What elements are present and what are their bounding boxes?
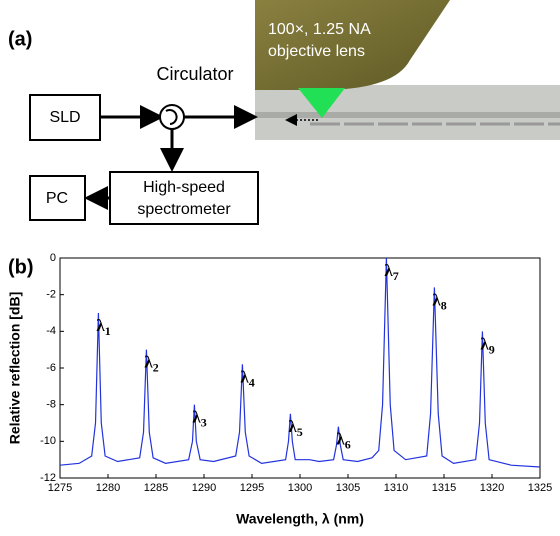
x-tick-label: 1275 (48, 482, 72, 494)
peak-label: λ5 (288, 417, 302, 439)
y-tick-label: 0 (50, 252, 56, 264)
photo: 100×, 1.25 NA objective lens (255, 0, 560, 150)
x-tick-label: 1285 (144, 482, 168, 494)
node-label: Circulator (156, 64, 233, 84)
x-tick-label: 1300 (288, 482, 312, 494)
circulator (159, 104, 185, 130)
x-tick-label: 1290 (192, 482, 216, 494)
x-axis-title: Wavelength, λ (nm) (236, 511, 364, 527)
node-label: PC (46, 190, 68, 207)
x-tick-label: 1320 (480, 482, 504, 494)
x-tick-label: 1315 (432, 482, 456, 494)
pc-box (29, 175, 86, 221)
circulator-arrow (165, 109, 178, 125)
x-tick-label: 1295 (240, 482, 264, 494)
y-tick-label: -10 (40, 435, 56, 447)
peak-label: λ9 (480, 334, 494, 356)
y-axis-title: Relative reflection [dB] (7, 292, 23, 444)
x-tick-label: 1310 (384, 482, 408, 494)
y-tick-label: -2 (46, 289, 56, 301)
peak-label: λ8 (432, 290, 446, 312)
y-tick-label: -8 (46, 399, 56, 411)
peak-label: λ4 (240, 367, 254, 389)
x-tick-label: 1305 (336, 482, 360, 494)
panel-label: (a) (8, 28, 32, 50)
peak-label: λ2 (144, 353, 158, 375)
spectrometer-box (109, 171, 259, 225)
panel-label: (b) (8, 256, 34, 278)
y-tick-label: -12 (40, 472, 56, 484)
node-label: SLD (49, 109, 80, 126)
y-tick-label: -4 (46, 325, 56, 337)
x-tick-label: 1280 (96, 482, 120, 494)
node-label: High-speed (143, 179, 225, 196)
node-label: spectrometer (137, 201, 231, 218)
photo-caption: objective lens (268, 43, 365, 60)
x-tick-label: 1325 (528, 482, 552, 494)
peak-label: λ7 (384, 261, 398, 283)
y-tick-label: -6 (46, 362, 56, 374)
plot-frame (59, 257, 541, 479)
photo-caption: 100×, 1.25 NA (268, 21, 371, 38)
spectrum-line (59, 257, 541, 468)
peak-label: λ6 (336, 430, 350, 452)
peak-label: λ3 (192, 408, 206, 430)
peak-label: λ1 (96, 316, 110, 338)
